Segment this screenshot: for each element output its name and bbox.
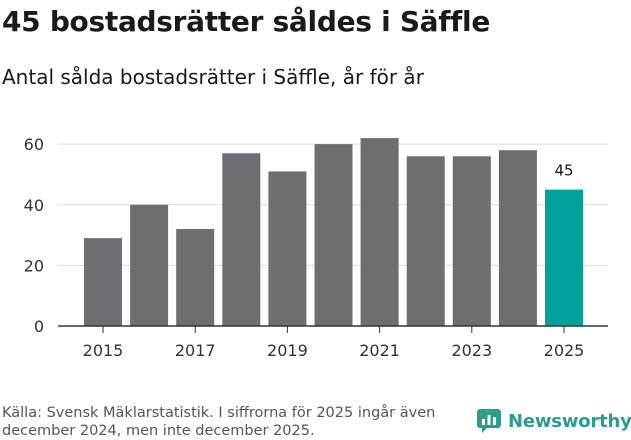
y-tick-label: 60 (24, 135, 44, 154)
x-tick-label: 2023 (451, 341, 492, 360)
chart-title: 45 bostadsrätter såldes i Säffle (2, 5, 491, 38)
newsworthy-logo-icon (477, 409, 501, 433)
bar-2021 (360, 138, 399, 326)
bar-2023 (452, 156, 491, 326)
bar-2018 (222, 153, 261, 326)
bar-2025 (545, 189, 583, 326)
y-tick-label: 0 (34, 317, 44, 336)
bar-2017 (176, 229, 215, 326)
chart-subtitle: Antal sålda bostadsrätter i Säffle, år f… (2, 65, 424, 89)
x-axis-ticks: 2015 2017 2019 2021 2023 2025 (83, 326, 585, 360)
x-tick-label: 2017 (175, 341, 216, 360)
brand-logo: Newsworthy (476, 408, 631, 434)
bar-2019 (268, 171, 307, 326)
x-tick-label: 2019 (267, 341, 308, 360)
source-note: Källa: Svensk Mäklarstatistik. I siffror… (2, 405, 436, 439)
x-tick-label: 2025 (544, 341, 585, 360)
bars (84, 138, 583, 326)
y-axis-ticks: 0 20 40 60 (24, 135, 44, 336)
y-tick-label: 20 (24, 256, 44, 275)
x-tick-label: 2021 (359, 341, 400, 360)
y-tick-label: 40 (24, 196, 44, 215)
data-label-2025: 45 (554, 162, 573, 180)
bar-2015 (84, 238, 122, 326)
data-labels: 45 (554, 162, 573, 180)
bar-2022 (406, 156, 445, 326)
bar-2024 (498, 150, 537, 326)
bar-2020 (314, 144, 353, 326)
brand-name: Newsworthy (508, 410, 631, 432)
x-tick-label: 2015 (83, 341, 124, 360)
bar-chart: 0 20 40 60 45 2015 2017 2019 2021 2023 2025 (24, 135, 608, 360)
bar-2016 (130, 204, 169, 326)
